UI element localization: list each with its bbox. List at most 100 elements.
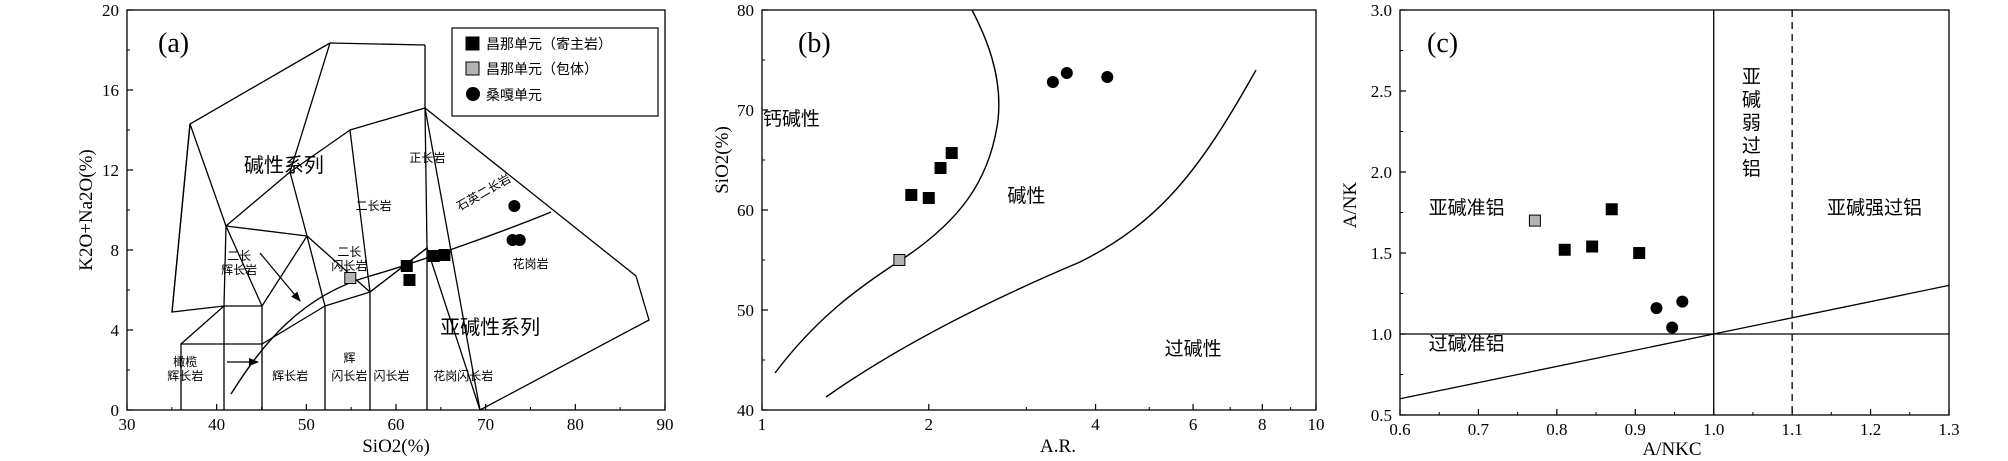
field-label-vertical-char: 碱 bbox=[1742, 89, 1761, 111]
legend-label-host-rock: 昌那单元（寄主岩） bbox=[486, 36, 612, 53]
panel-b-frame bbox=[761, 9, 1317, 411]
point-sangga bbox=[1046, 76, 1059, 88]
field-label: 辉 bbox=[343, 351, 355, 365]
field-label: 二长 bbox=[337, 245, 361, 259]
x-tick-label: 1.2 bbox=[1860, 420, 1881, 439]
field-label: 闪长岩 bbox=[331, 368, 367, 383]
field-label: 亚碱准铝 bbox=[1429, 197, 1505, 219]
panel-c-field-boundaries bbox=[1399, 10, 1950, 415]
panel-a-ticks: 30 40 50 60 70 80 90 0 4 8 12 16 20 bbox=[102, 1, 674, 434]
field-label: 过碱性 bbox=[1165, 338, 1222, 360]
legend-marker-sangga bbox=[466, 87, 480, 101]
field-label: 二长岩 bbox=[356, 198, 392, 213]
point-enclave bbox=[893, 254, 906, 266]
y-tick-label: 70 bbox=[737, 101, 754, 120]
x-tick-label: 0.7 bbox=[1468, 420, 1490, 439]
field-label: 正长岩 bbox=[409, 150, 445, 165]
point-host-rock bbox=[1633, 247, 1646, 259]
panel-a-arrow-gabbro bbox=[259, 252, 301, 302]
x-tick-label: 10 bbox=[1308, 415, 1325, 434]
y-tick-label: 1.5 bbox=[1371, 244, 1392, 263]
y-tick-label: 60 bbox=[737, 201, 754, 220]
x-tick-label: 0.6 bbox=[1389, 420, 1410, 439]
field-label: 辉长岩 bbox=[167, 368, 203, 383]
field-label: 过碱准铝 bbox=[1429, 333, 1505, 355]
x-tick-label: 1.0 bbox=[1703, 420, 1724, 439]
field-label: 闪长岩 bbox=[374, 368, 410, 383]
panel-b-points bbox=[893, 67, 1114, 266]
panel-a-alkaline-subalkaline-divider bbox=[230, 211, 552, 395]
panel-c-y-axis-label: A/NK bbox=[1340, 182, 1361, 229]
point-host-rock bbox=[427, 250, 440, 262]
x-tick-label: 8 bbox=[1258, 415, 1267, 434]
panel-a-label: (a) bbox=[158, 28, 189, 59]
x-tick-label: 40 bbox=[208, 415, 225, 434]
field-label-vertical-char: 亚 bbox=[1742, 66, 1761, 88]
point-host-rock bbox=[1605, 203, 1618, 216]
x-tick-label: 80 bbox=[567, 415, 584, 434]
field-label-vertical-char: 铝 bbox=[1742, 158, 1761, 180]
x-tick-label: 1.1 bbox=[1782, 420, 1803, 439]
field-label: 碱性系列 bbox=[244, 153, 324, 177]
point-host-rock bbox=[438, 249, 451, 261]
point-host-rock bbox=[400, 260, 413, 272]
panel-a-field-boundaries bbox=[171, 42, 650, 411]
panel-c-points bbox=[1528, 203, 1689, 334]
point-host-rock bbox=[403, 274, 416, 286]
x-tick-label: 0.8 bbox=[1546, 420, 1567, 439]
field-label: 钙碱性 bbox=[763, 108, 820, 130]
point-host-rock bbox=[1558, 243, 1571, 256]
x-tick-label: 50 bbox=[298, 415, 315, 434]
y-tick-label: 0 bbox=[111, 401, 120, 420]
x-tick-label: 70 bbox=[477, 415, 494, 434]
field-label: 花岗岩 bbox=[512, 256, 548, 271]
field-label: 石英二长岩 bbox=[454, 171, 513, 214]
point-host-rock bbox=[905, 189, 918, 201]
panel-b-ticks: 1 2 4 6 8 10 40 50 60 70 80 bbox=[737, 1, 1325, 434]
y-tick-label: 20 bbox=[102, 1, 119, 20]
point-sangga bbox=[1060, 67, 1073, 79]
y-tick-label: 3.0 bbox=[1371, 1, 1392, 20]
panel-c-label: (c) bbox=[1427, 28, 1458, 59]
y-tick-label: 0.5 bbox=[1371, 406, 1392, 425]
x-tick-label: 1.3 bbox=[1938, 420, 1959, 439]
point-sangga bbox=[1666, 321, 1679, 334]
x-tick-label: 30 bbox=[119, 415, 136, 434]
field-label-vertical-char: 过 bbox=[1742, 135, 1761, 157]
panel-c-x-axis-label: A/NKC bbox=[1642, 439, 1701, 460]
field-label: 亚碱性系列 bbox=[440, 315, 540, 339]
y-tick-label: 12 bbox=[102, 161, 119, 180]
field-label-vertical-char: 弱 bbox=[1742, 112, 1761, 134]
field-label: 辉长岩 bbox=[272, 368, 308, 383]
panel-b-alkaline-peralkaline-boundary bbox=[825, 69, 1257, 398]
y-tick-label: 8 bbox=[111, 241, 120, 260]
x-tick-label: 0.9 bbox=[1625, 420, 1646, 439]
point-enclave bbox=[1528, 214, 1541, 227]
panel-a-points bbox=[344, 200, 526, 286]
field-label: 闪长岩 bbox=[331, 258, 367, 273]
field-label: 亚碱强过铝 bbox=[1827, 197, 1922, 219]
boundary-ank-equals-anck bbox=[1399, 284, 1950, 400]
panel-b-y-axis-label: SiO2(%) bbox=[712, 126, 733, 194]
point-host-rock bbox=[945, 147, 958, 159]
y-tick-label: 1.0 bbox=[1371, 325, 1392, 344]
panel-a: 30 40 50 60 70 80 90 0 4 8 12 16 20 碱性系列 正长岩石英二长岩二长岩二… bbox=[76, 1, 674, 457]
field-label: 橄榄 bbox=[173, 354, 197, 369]
x-tick-label: 2 bbox=[925, 415, 934, 434]
field-label: 花岗闪长岩 bbox=[433, 368, 493, 383]
point-host-rock bbox=[1586, 240, 1599, 253]
panel-b-label: (b) bbox=[798, 28, 831, 59]
legend-marker-host-rock bbox=[465, 36, 480, 51]
panel-a-x-axis-label: SiO2(%) bbox=[362, 436, 430, 457]
panel-a-legend: 昌那单元（寄主岩） 昌那单元（包体） 桑嘎单元 bbox=[451, 27, 659, 117]
point-host-rock bbox=[922, 192, 935, 204]
legend-label-sangga: 桑嘎单元 bbox=[486, 88, 542, 104]
point-enclave bbox=[344, 272, 357, 284]
field-label: 辉长岩 bbox=[221, 262, 257, 277]
x-tick-label: 1 bbox=[758, 415, 767, 434]
panel-a-y-axis-label: K2O+Na2O(%) bbox=[76, 149, 97, 271]
field-label: 二长 bbox=[227, 249, 251, 263]
